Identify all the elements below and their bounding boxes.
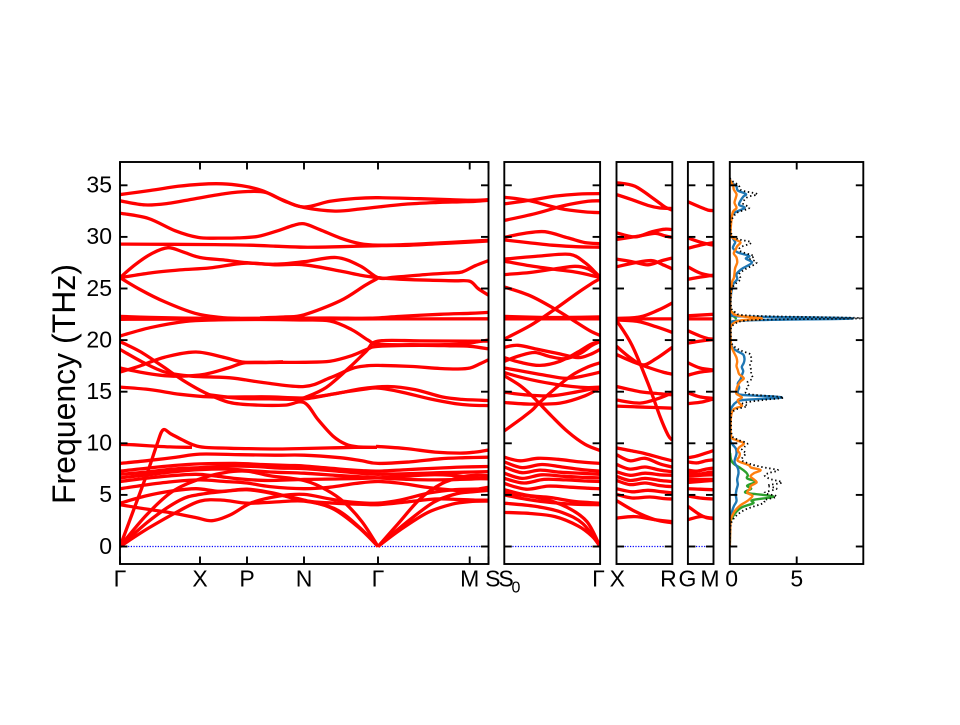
svg-text:10: 10 [86, 430, 112, 456]
svg-text:G: G [679, 566, 697, 592]
svg-text:S: S [485, 566, 500, 592]
svg-text:30: 30 [86, 223, 112, 249]
svg-text:Frequency (THz): Frequency (THz) [46, 264, 82, 504]
svg-text:Γ: Γ [114, 566, 127, 592]
svg-text:X: X [192, 566, 207, 592]
svg-text:M: M [700, 566, 719, 592]
svg-text:Γ: Γ [592, 566, 605, 592]
svg-text:0: 0 [725, 566, 738, 592]
svg-text:R: R [660, 566, 677, 592]
svg-text:25: 25 [86, 275, 112, 301]
svg-text:20: 20 [86, 326, 112, 352]
svg-text:15: 15 [86, 378, 112, 404]
svg-text:Γ: Γ [372, 566, 385, 592]
svg-text:M: M [460, 566, 479, 592]
svg-text:0: 0 [512, 580, 521, 597]
svg-text:X: X [610, 566, 625, 592]
svg-text:P: P [239, 566, 254, 592]
svg-text:0: 0 [99, 533, 112, 559]
svg-text:35: 35 [86, 172, 112, 198]
svg-text:5: 5 [99, 481, 112, 507]
svg-text:S: S [498, 566, 513, 592]
svg-text:N: N [296, 566, 313, 592]
svg-text:5: 5 [790, 566, 803, 592]
